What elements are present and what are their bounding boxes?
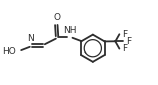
Text: O: O: [53, 13, 60, 22]
Text: NH: NH: [63, 26, 77, 35]
Text: HO: HO: [2, 47, 16, 56]
Text: N: N: [27, 34, 34, 43]
Text: F: F: [126, 37, 131, 46]
Text: F: F: [122, 44, 128, 53]
Text: F: F: [122, 30, 128, 39]
